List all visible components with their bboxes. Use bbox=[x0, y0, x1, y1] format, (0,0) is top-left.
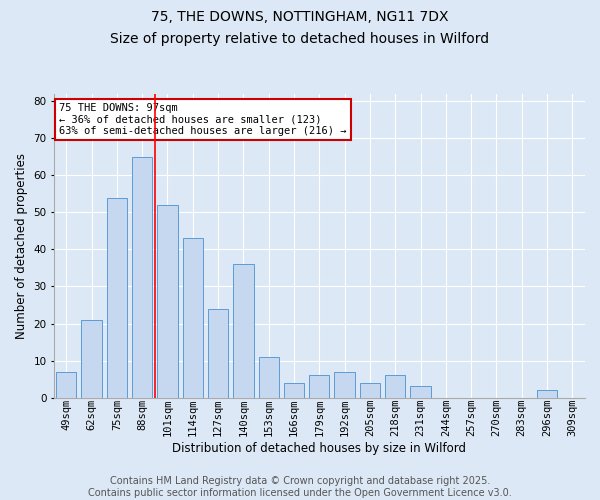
Bar bbox=[56, 372, 76, 398]
Bar bbox=[132, 157, 152, 398]
Bar bbox=[410, 386, 431, 398]
Text: 75 THE DOWNS: 97sqm
← 36% of detached houses are smaller (123)
63% of semi-detac: 75 THE DOWNS: 97sqm ← 36% of detached ho… bbox=[59, 103, 346, 136]
Y-axis label: Number of detached properties: Number of detached properties bbox=[15, 153, 28, 339]
Text: 75, THE DOWNS, NOTTINGHAM, NG11 7DX: 75, THE DOWNS, NOTTINGHAM, NG11 7DX bbox=[151, 10, 449, 24]
Bar bbox=[309, 376, 329, 398]
Bar bbox=[284, 382, 304, 398]
Bar bbox=[82, 320, 102, 398]
Bar bbox=[208, 308, 228, 398]
X-axis label: Distribution of detached houses by size in Wilford: Distribution of detached houses by size … bbox=[172, 442, 466, 455]
Bar bbox=[233, 264, 254, 398]
Bar bbox=[107, 198, 127, 398]
Bar bbox=[537, 390, 557, 398]
Bar bbox=[385, 376, 406, 398]
Text: Contains HM Land Registry data © Crown copyright and database right 2025.
Contai: Contains HM Land Registry data © Crown c… bbox=[88, 476, 512, 498]
Bar bbox=[259, 357, 279, 398]
Text: Size of property relative to detached houses in Wilford: Size of property relative to detached ho… bbox=[110, 32, 490, 46]
Bar bbox=[360, 382, 380, 398]
Bar bbox=[334, 372, 355, 398]
Bar bbox=[182, 238, 203, 398]
Bar bbox=[157, 205, 178, 398]
